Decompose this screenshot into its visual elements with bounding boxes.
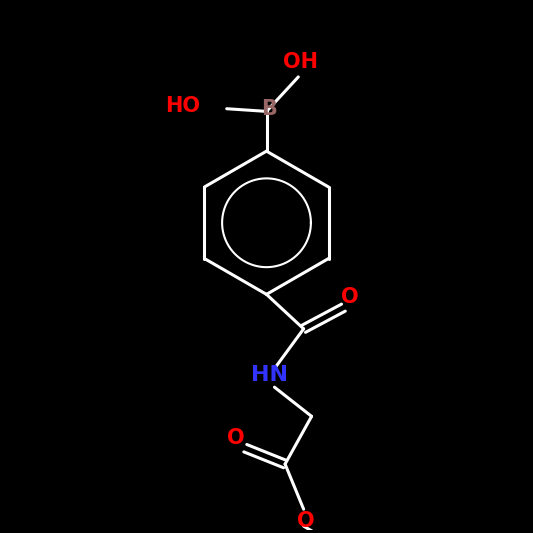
- Text: OH: OH: [284, 52, 319, 72]
- Text: HN: HN: [251, 365, 288, 385]
- Text: O: O: [341, 287, 359, 307]
- Text: O: O: [227, 427, 245, 448]
- Text: O: O: [297, 511, 315, 531]
- Text: HO: HO: [165, 96, 200, 116]
- Text: B: B: [261, 99, 277, 119]
